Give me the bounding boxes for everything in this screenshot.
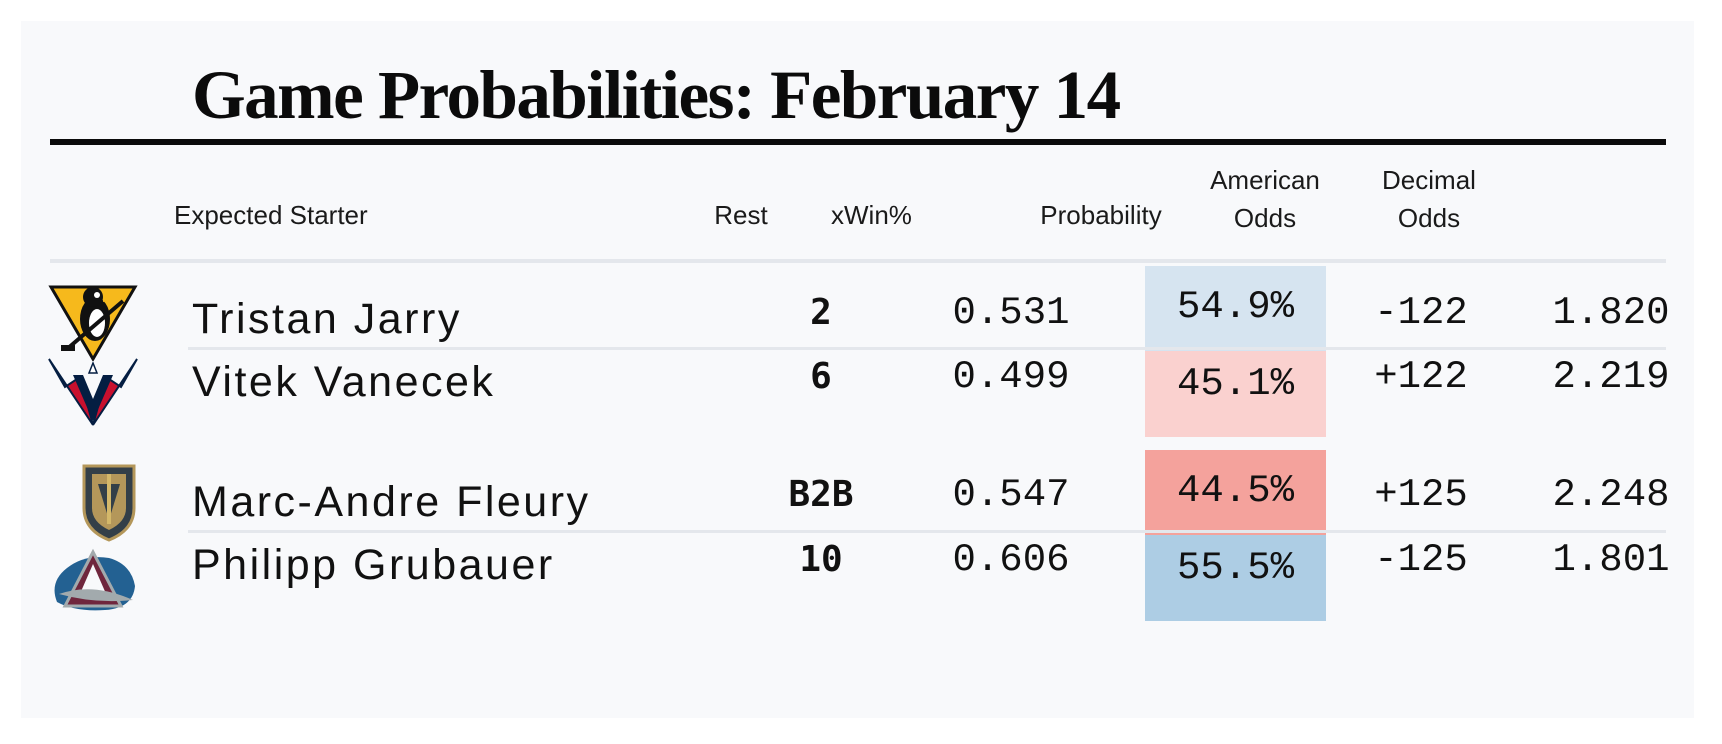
header-rest: Rest	[714, 200, 768, 230]
starter-name: Tristan Jarry	[192, 295, 462, 343]
starter-name: Marc-Andre Fleury	[192, 478, 591, 526]
decimal-odds-value: 1.801	[1552, 538, 1670, 582]
game-probabilities-card: Game Probabilities: February 14 Expected…	[21, 21, 1694, 718]
rest-value: B2B	[788, 474, 854, 515]
row-divider	[188, 347, 1666, 350]
title-divider	[50, 139, 1666, 145]
xwin-value: 0.606	[952, 538, 1070, 582]
penguins-logo-icon	[43, 275, 143, 365]
header-american-line2: Odds	[1233, 203, 1297, 233]
rest-value: 2	[810, 292, 832, 333]
probability-cell: 54.9%	[1145, 266, 1326, 352]
starter-name: Vitek Vanecek	[192, 358, 496, 406]
xwin-value: 0.531	[952, 291, 1070, 335]
probability-value: 44.5%	[1176, 469, 1295, 513]
probability-cell: 45.1%	[1145, 351, 1326, 437]
rest-value: 6	[810, 356, 832, 397]
probability-cell: 55.5%	[1145, 535, 1326, 621]
starter-name: Philipp Grubauer	[192, 541, 555, 589]
golden-knights-logo-icon	[59, 455, 159, 545]
header-decimal-line1: Decimal	[1382, 165, 1476, 195]
xwin-value: 0.499	[952, 355, 1070, 399]
header-decimal-line2: Odds	[1397, 203, 1461, 233]
xwin-value: 0.547	[952, 473, 1070, 517]
header-decimal-odds: Decimal Odds	[1359, 161, 1499, 237]
header-probability: Probability	[1040, 200, 1162, 230]
avalanche-logo-icon	[43, 535, 143, 625]
row-divider	[188, 530, 1666, 533]
probability-value: 45.1%	[1176, 362, 1295, 406]
header-divider	[50, 259, 1666, 263]
probability-cell: 44.5%	[1145, 450, 1326, 536]
american-odds-value: -122	[1374, 291, 1468, 335]
header-xwin: xWin%	[831, 200, 912, 230]
decimal-odds-value: 2.219	[1552, 355, 1670, 399]
header-american-odds: American Odds	[1185, 161, 1345, 237]
probability-value: 54.9%	[1176, 285, 1295, 329]
page-title: Game Probabilities: February 14	[192, 57, 1121, 133]
decimal-odds-value: 1.820	[1552, 291, 1670, 335]
header-expected-starter: Expected Starter	[174, 200, 368, 230]
american-odds-value: -125	[1374, 538, 1468, 582]
american-odds-value: +125	[1374, 473, 1468, 517]
header-american-line1: American	[1210, 165, 1320, 195]
rest-value: 10	[799, 539, 843, 580]
capitals-logo-icon	[43, 346, 143, 436]
decimal-odds-value: 2.248	[1552, 473, 1670, 517]
probability-value: 55.5%	[1176, 546, 1295, 590]
american-odds-value: +122	[1374, 355, 1468, 399]
